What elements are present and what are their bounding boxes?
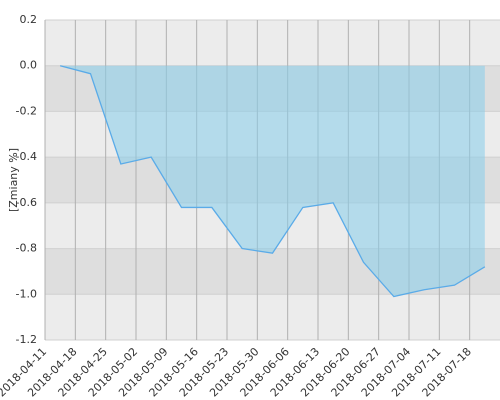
y-tick-label: -0.2 — [16, 104, 37, 117]
y-tick-label: -0.8 — [16, 242, 37, 255]
y-tick-label: -1.2 — [16, 333, 37, 346]
area-line — [60, 65, 486, 298]
y-axis-label: [Zmiany %] — [7, 148, 20, 212]
y-tick-label: -0.4 — [16, 150, 37, 163]
y-tick-label: 0.2 — [20, 13, 38, 26]
y-tick-label: 0.0 — [20, 59, 38, 72]
grid-band — [45, 20, 500, 66]
y-tick-label: -1.0 — [16, 287, 37, 300]
area-fill — [60, 65, 485, 297]
y-tick-label: -0.6 — [16, 196, 37, 209]
grid-band — [45, 294, 500, 340]
